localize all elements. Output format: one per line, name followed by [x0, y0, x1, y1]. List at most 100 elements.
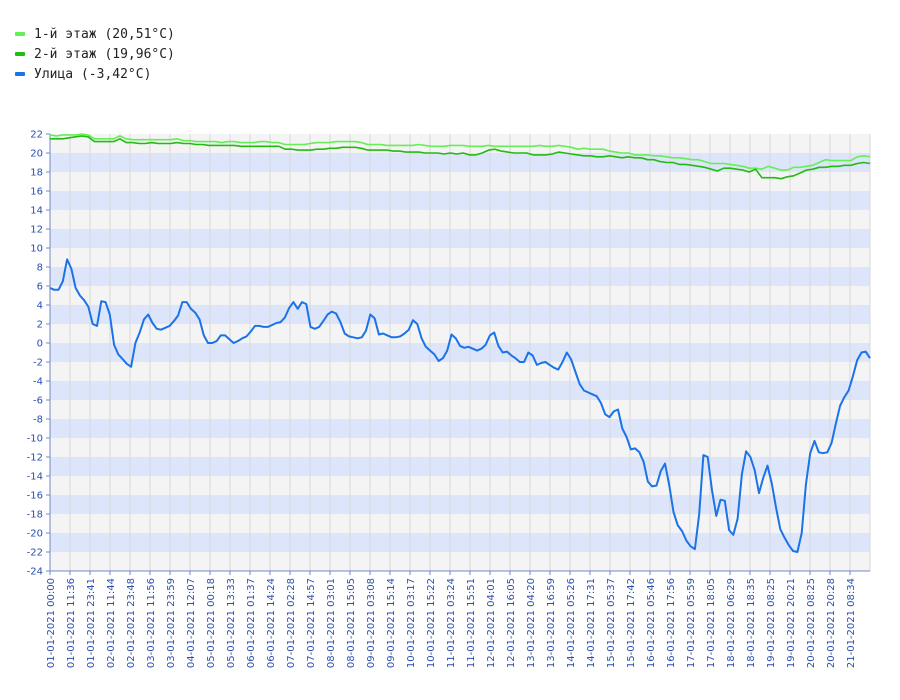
x-tick-label: 17-01-2021 05:59: [686, 578, 697, 668]
y-tick-label: -4: [33, 377, 43, 388]
x-tick-label: 07-01-2021 14:57: [306, 578, 317, 668]
y-tick-label: 16: [30, 187, 43, 198]
legend-item-street: Улица (-3,42°C): [15, 64, 175, 84]
plot-band: [50, 533, 870, 552]
plot-band: [50, 248, 870, 267]
y-tick-label: 6: [37, 282, 43, 293]
plot-band: [50, 153, 870, 172]
y-tick-label: 18: [30, 168, 43, 179]
y-tick-label: -10: [27, 434, 43, 445]
x-tick-label: 16-01-2021 05:46: [646, 578, 657, 668]
x-tick-label: 16-01-2021 17:56: [666, 578, 677, 668]
x-tick-label: 01-01-2021 11:36: [66, 578, 77, 668]
y-tick-label: -22: [27, 548, 43, 559]
plot-band: [50, 324, 870, 343]
x-tick-label: 10-01-2021 15:22: [426, 578, 437, 668]
legend-label-street: Улица (-3,42°C): [34, 66, 152, 82]
y-tick-label: 0: [37, 339, 43, 350]
y-tick-label: 14: [30, 206, 43, 217]
legend-item-floor2: 2-й этаж (19,96°C): [15, 44, 175, 64]
y-tick-label: -8: [33, 415, 43, 426]
series-line-floor2: [50, 135, 871, 180]
y-tick-label: -20: [27, 529, 43, 540]
x-tick-label: 06-01-2021 14:24: [266, 578, 277, 668]
x-tick-label: 21-01-2021 08:34: [846, 578, 857, 668]
x-tick-label: 07-01-2021 02:28: [286, 578, 297, 668]
x-tick-label: 02-01-2021 23:48: [126, 578, 137, 668]
x-tick-label: 11-01-2021 03:24: [446, 578, 457, 668]
y-tick-label: -16: [27, 491, 43, 502]
plot-band: [50, 552, 870, 571]
x-tick-label: 14-01-2021 17:31: [586, 578, 597, 668]
legend: 1-й этаж (20,51°C) 2-й этаж (19,96°C) Ул…: [15, 24, 175, 84]
y-tick-label: 2: [37, 320, 43, 331]
x-tick-label: 12-01-2021 04:01: [486, 578, 497, 668]
legend-label-floor2: 2-й этаж (19,96°C): [34, 46, 175, 62]
x-tick-label: 05-01-2021 13:33: [226, 578, 237, 668]
y-tick-label: -6: [33, 396, 43, 407]
plot-band: [50, 210, 870, 229]
legend-swatch-floor1: [15, 32, 25, 36]
x-tick-label: 18-01-2021 18:35: [746, 578, 757, 668]
x-tick-label: 06-01-2021 01:37: [246, 578, 257, 668]
x-tick-label: 02-01-2021 11:44: [106, 578, 117, 668]
x-tick-label: 15-01-2021 05:37: [606, 578, 617, 668]
x-tick-label: 12-01-2021 16:05: [506, 578, 517, 668]
x-tick-label: 19-01-2021 20:21: [786, 578, 797, 668]
x-tick-label: 09-01-2021 15:14: [386, 578, 397, 668]
plot-band: [50, 438, 870, 457]
plot-band: [50, 305, 870, 324]
plot-band: [50, 229, 870, 248]
y-tick-label: 20: [30, 149, 43, 160]
y-tick-label: -14: [27, 472, 43, 483]
series-line-street: [49, 258, 871, 553]
y-tick-label: 22: [30, 130, 43, 141]
x-tick-label: 03-01-2021 11:56: [146, 578, 157, 668]
x-tick-label: 01-01-2021 00:00: [46, 578, 57, 668]
plot-band: [50, 400, 870, 419]
x-tick-label: 05-01-2021 00:18: [206, 578, 217, 668]
plot-band: [50, 343, 870, 362]
x-tick-label: 01-01-2021 23:41: [86, 578, 97, 668]
plot-band: [50, 134, 870, 153]
plot-band: [50, 267, 870, 286]
x-tick-label: 09-01-2021 03:08: [366, 578, 377, 668]
plot-band: [50, 419, 870, 438]
legend-label-floor1: 1-й этаж (20,51°C): [34, 26, 175, 42]
y-tick-label: -24: [27, 567, 43, 578]
y-tick-label: 10: [30, 244, 43, 255]
x-tick-label: 08-01-2021 03:01: [326, 578, 337, 668]
plot-band: [50, 476, 870, 495]
x-tick-label: 04-01-2021 12:07: [186, 578, 197, 668]
x-tick-label: 11-01-2021 15:51: [466, 578, 477, 668]
x-tick-label: 20-01-2021 20:28: [826, 578, 837, 668]
x-tick-label: 08-01-2021 15:05: [346, 578, 357, 668]
plot-band: [50, 191, 870, 210]
plot-band: [50, 172, 870, 191]
y-tick-label: -12: [27, 453, 43, 464]
series-line-floor1: [49, 133, 871, 171]
x-tick-label: 15-01-2021 17:42: [626, 578, 637, 668]
legend-swatch-street: [15, 72, 25, 76]
plot-band: [50, 495, 870, 514]
y-tick-label: 4: [37, 301, 43, 312]
plot-band: [50, 457, 870, 476]
y-tick-label: 8: [37, 263, 43, 274]
x-tick-label: 10-01-2021 03:17: [406, 578, 417, 668]
plot-band: [50, 286, 870, 305]
x-tick-label: 20-01-2021 08:25: [806, 578, 817, 668]
y-tick-label: 12: [30, 225, 43, 236]
x-tick-label: 19-01-2021 08:25: [766, 578, 777, 668]
x-tick-label: 13-01-2021 04:20: [526, 578, 537, 668]
x-tick-label: 18-01-2021 06:29: [726, 578, 737, 668]
legend-item-floor1: 1-й этаж (20,51°C): [15, 24, 175, 44]
plot-band: [50, 362, 870, 381]
plot-band: [50, 514, 870, 533]
y-tick-label: -18: [27, 510, 43, 521]
x-tick-label: 03-01-2021 23:59: [166, 578, 177, 668]
x-tick-label: 13-01-2021 16:59: [546, 578, 557, 668]
x-tick-label: 14-01-2021 05:26: [566, 578, 577, 668]
plot-band: [50, 381, 870, 400]
legend-swatch-floor2: [15, 52, 25, 56]
